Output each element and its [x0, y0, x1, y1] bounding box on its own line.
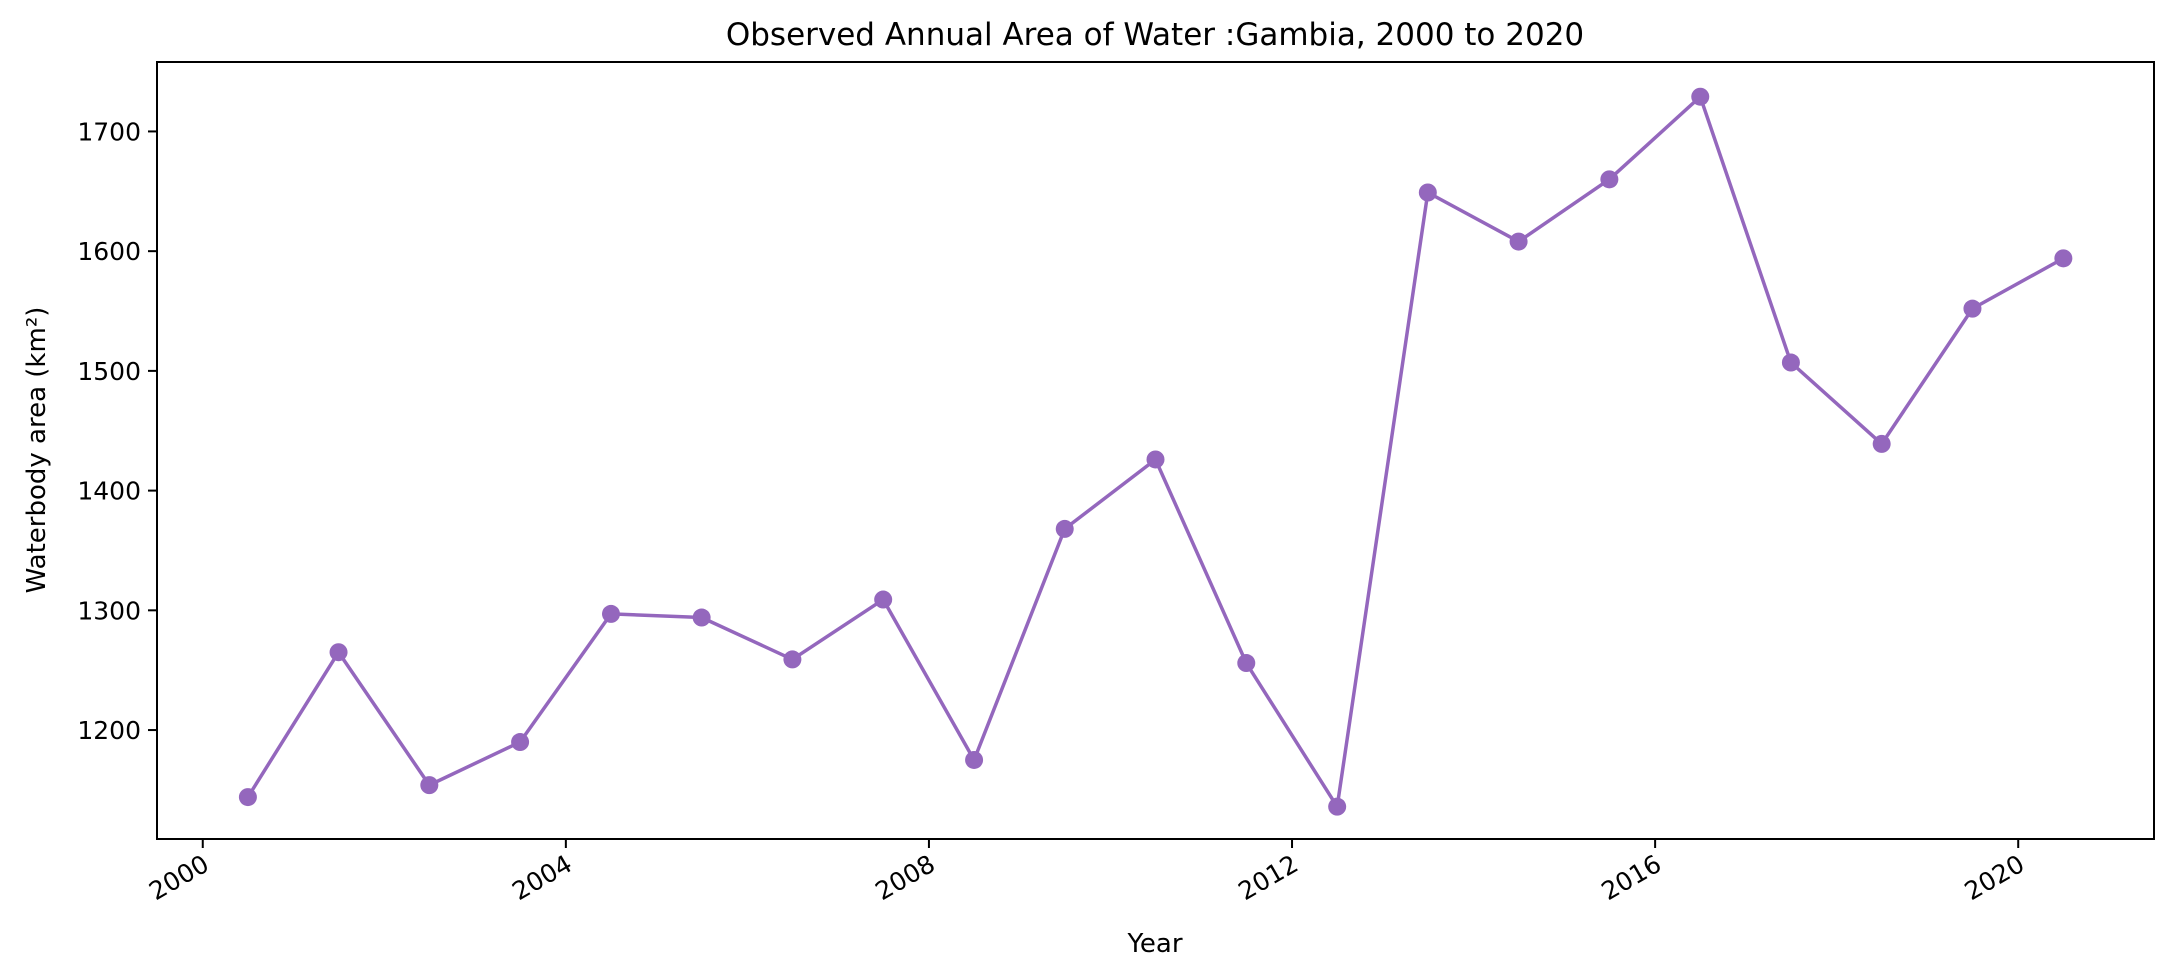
data-point	[2054, 249, 2073, 268]
data-point	[1872, 434, 1891, 453]
data-point	[874, 590, 893, 609]
data-point	[1600, 170, 1619, 189]
data-point	[1781, 353, 1800, 372]
x-axis-label: Year	[1126, 929, 1182, 959]
data-point	[511, 733, 530, 752]
data-point	[1055, 519, 1074, 538]
data-point	[783, 650, 802, 669]
y-tick-label: 1500	[77, 357, 141, 386]
y-tick-label: 1400	[77, 477, 141, 506]
data-point	[965, 750, 984, 769]
y-tick-label: 1300	[77, 596, 141, 625]
data-point	[692, 608, 711, 627]
data-markers	[238, 87, 2073, 816]
data-point	[238, 788, 257, 807]
data-point	[1328, 797, 1347, 816]
data-point	[1509, 232, 1528, 251]
x-tick-label: 2000	[144, 849, 214, 906]
y-tick-label: 1200	[77, 716, 141, 745]
x-tick-label: 2008	[870, 849, 940, 906]
data-point	[1146, 450, 1165, 469]
x-tick-label: 2004	[507, 849, 577, 906]
data-point	[1963, 299, 1982, 318]
data-point	[1237, 654, 1256, 673]
plot-area	[156, 61, 2155, 840]
data-point	[1691, 87, 1710, 106]
data-point	[1418, 183, 1437, 202]
data-point	[420, 776, 439, 795]
y-tick-label: 1600	[77, 237, 141, 266]
x-tick-label: 2012	[1233, 849, 1303, 906]
y-axis: 1200 1300 1400 1500 1600 1700	[77, 117, 157, 745]
y-tick-label: 1700	[77, 117, 141, 146]
x-axis: 2000 2004 2008 2012 2016 2020	[144, 839, 2029, 906]
x-tick-label: 2020	[1960, 849, 2030, 906]
data-point	[601, 604, 620, 623]
chart-title: Observed Annual Area of Water :Gambia, 2…	[726, 17, 1584, 53]
data-point	[329, 643, 348, 662]
y-axis-label: Waterbody area (km²)	[22, 307, 52, 594]
x-tick-label: 2016	[1597, 849, 1667, 906]
